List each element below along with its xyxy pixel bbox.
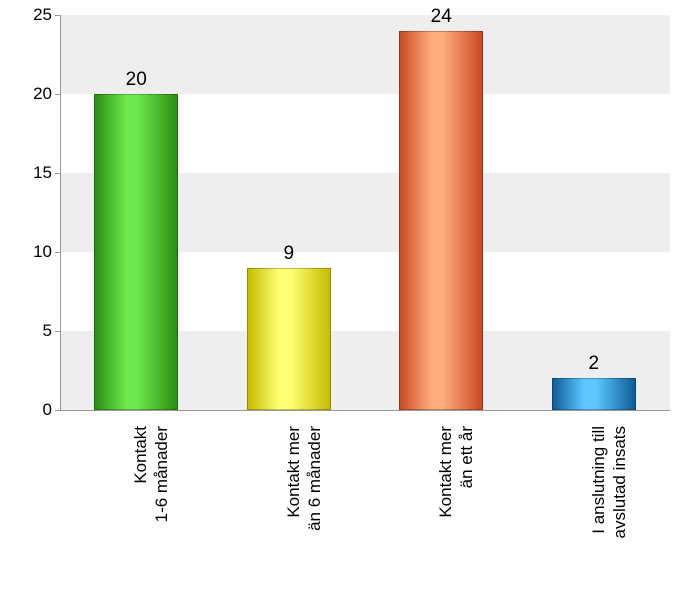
grid-band: [60, 15, 670, 94]
bar-value-label: 2: [588, 353, 599, 375]
bar-value-label: 20: [126, 69, 147, 91]
bar: 24: [399, 31, 483, 410]
x-category-label: Kontakt mer än ett år: [435, 420, 478, 524]
x-category-label: I anslutning till avslutad insats: [588, 420, 631, 544]
bar-chart: 051015202520Kontakt 1-6 månader9Kontakt …: [0, 0, 700, 600]
y-axis: [60, 15, 61, 410]
bar: 2: [552, 378, 636, 410]
bar-value-label: 24: [431, 6, 452, 28]
x-category-label: Kontakt 1-6 månader: [130, 420, 173, 528]
bar: 9: [247, 268, 331, 410]
x-category-label: Kontakt mer än 6 månader: [283, 420, 326, 537]
x-axis: [60, 410, 670, 411]
plot-area: 051015202520Kontakt 1-6 månader9Kontakt …: [60, 15, 670, 410]
bar: 20: [94, 94, 178, 410]
bar-value-label: 9: [283, 243, 294, 265]
